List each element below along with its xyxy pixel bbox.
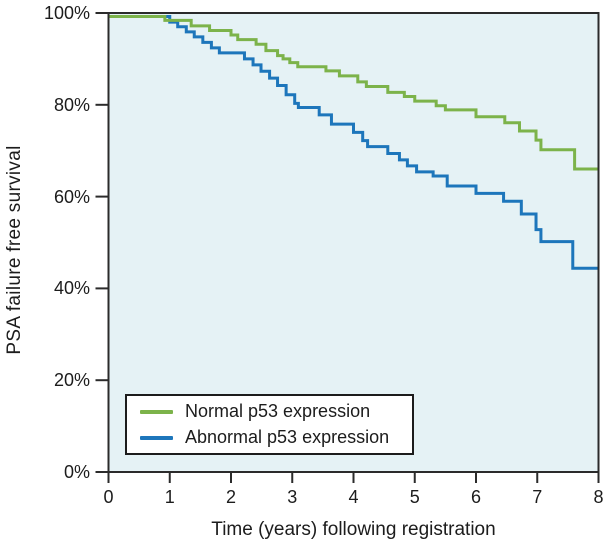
- y-tick-label: 0%: [63, 462, 90, 482]
- y-tick-label: 100%: [43, 3, 90, 23]
- legend-item-normal-p53: Normal p53 expression: [140, 401, 412, 422]
- y-tick-label: 40%: [53, 278, 90, 299]
- x-tick-label: 5: [409, 487, 420, 507]
- normal-p53-curve: [108, 15, 599, 171]
- x-tick-label: 3: [287, 487, 298, 507]
- normal-p53-label: Normal p53 expression: [185, 401, 371, 421]
- x-tick-label: 4: [348, 487, 359, 507]
- normal-p53-swatch: [140, 409, 173, 414]
- legend-item-abnormal-p53: Abnormal p53 expression: [140, 427, 412, 448]
- x-tick-label: 8: [593, 487, 604, 507]
- x-tick-label: 7: [532, 487, 543, 507]
- x-tick-label: 0: [103, 487, 114, 507]
- x-axis-title: Time (years) following registration: [211, 519, 496, 540]
- abnormal-p53-swatch: [140, 435, 173, 440]
- plot-border: [107, 12, 600, 473]
- legend: Normal p53 expression Abnormal p53 expres…: [125, 394, 414, 455]
- abnormal-p53-curve: [108, 15, 599, 270]
- abnormal-p53-label: Abnormal p53 expression: [185, 427, 390, 447]
- y-tick-label: 60%: [53, 186, 90, 207]
- x-tick-label: 2: [225, 487, 236, 507]
- x-tick-label: 6: [470, 487, 481, 507]
- y-tick-label: 20%: [53, 370, 90, 391]
- y-tick-label: 80%: [53, 94, 90, 115]
- x-tick-label: 1: [164, 487, 175, 507]
- y-axis-title: PSA failure free survival: [4, 145, 25, 355]
